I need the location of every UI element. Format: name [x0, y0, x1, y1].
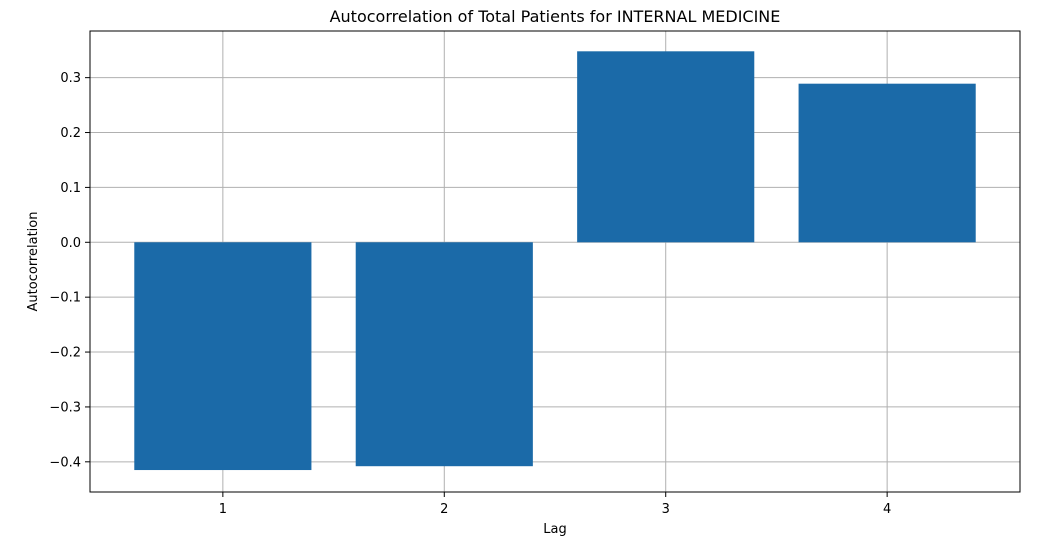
x-tick-label: 2	[440, 502, 448, 517]
y-tick-label: 0.0	[60, 236, 81, 251]
y-tick-label: −0.3	[49, 400, 81, 415]
bar-lag-4	[798, 83, 976, 243]
bar-lag-3	[577, 51, 755, 243]
bars	[134, 51, 976, 471]
chart-title: Autocorrelation of Total Patients for IN…	[330, 7, 781, 26]
y-tick-label: −0.2	[49, 346, 81, 361]
y-tick-label: 0.1	[60, 181, 81, 196]
x-tick-label: 4	[883, 502, 891, 517]
y-tick-label: −0.4	[49, 455, 81, 470]
y-tick-label: −0.1	[49, 291, 81, 306]
x-tick-label: 1	[219, 502, 227, 517]
x-axis-label: Lag	[543, 522, 566, 537]
y-axis-label: Autocorrelation	[26, 212, 41, 312]
axis-ticks: 1 2 3 4 −0.4 −0.3 −0.2 −0.1 0.0 0.1 0.2 0.3	[49, 71, 891, 517]
plot-frame	[89, 30, 1021, 493]
y-tick-label: 0.3	[60, 71, 81, 86]
y-tick-label: 0.2	[60, 126, 81, 141]
x-tick-label: 3	[662, 502, 670, 517]
bar-lag-1	[134, 242, 312, 471]
bar-lag-2	[355, 242, 533, 467]
